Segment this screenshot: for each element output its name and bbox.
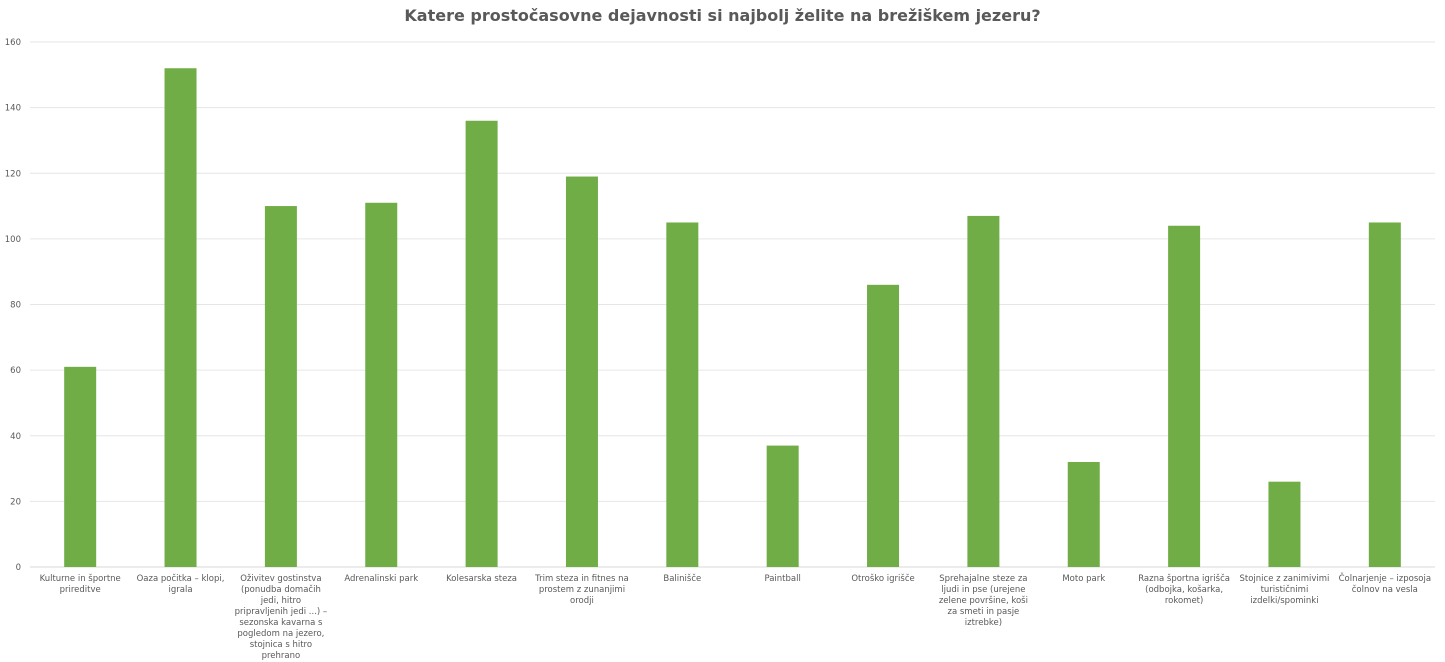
y-tick-label: 0: [16, 563, 21, 573]
x-tick-label: Balinišče: [663, 574, 702, 584]
x-tick-label: Trim steza in fitnes na prostem z zunanj…: [535, 574, 629, 606]
y-tick-label: 20: [10, 497, 21, 507]
y-tick-label: 120: [5, 169, 21, 179]
y-tick-label: 140: [5, 104, 21, 114]
y-tick-label: 60: [10, 366, 21, 376]
x-tick-label: Adrenalinski park: [344, 574, 419, 584]
x-tick-label: Čolnarjenje – izposoja čolnov na vesla: [1338, 574, 1432, 595]
x-tick-label: Oaza počitka – klopi, igrala: [136, 574, 225, 595]
bar: [967, 215, 1000, 567]
bar: [1268, 481, 1301, 567]
chart-title: Katere prostočasovne dejavnosti si najbo…: [404, 6, 1041, 25]
x-tick-label: Kulturne in športne prireditve: [39, 574, 121, 595]
y-tick-label: 160: [5, 38, 21, 48]
y-axis-ticks: 0 20 40 60 80 100 120 140 160: [5, 38, 21, 573]
x-tick-label: Paintball: [764, 574, 801, 584]
bar: [64, 366, 97, 567]
bar: [867, 284, 900, 567]
bar: [1067, 462, 1100, 567]
bar-chart: 0 20 40 60 80 100 120 140 160: [5, 38, 1435, 573]
x-tick-label: Oživitev gostinstva (ponudba domačih jed…: [234, 574, 328, 661]
x-tick-label: Stojnice z zanimivimi turističnimi izdel…: [1239, 574, 1330, 606]
bar: [766, 445, 799, 567]
bar: [264, 206, 297, 567]
bar: [1368, 222, 1401, 567]
x-tick-label: Moto park: [1062, 574, 1106, 584]
bar: [1168, 225, 1201, 567]
bar: [565, 176, 598, 567]
bar: [666, 222, 699, 567]
x-tick-label: Otroško igrišče: [851, 574, 915, 584]
x-tick-label: Sprehajalne steze za ljudi in pse (ureje…: [938, 574, 1028, 628]
y-tick-label: 40: [10, 432, 21, 442]
y-tick-label: 100: [5, 235, 21, 245]
x-tick-label: Kolesarska steza: [446, 574, 518, 584]
y-tick-label: 80: [10, 301, 21, 311]
bar: [164, 68, 197, 567]
x-tick-label: Razna športna igrišča (odbojka, košarka,…: [1138, 574, 1230, 606]
bar: [465, 120, 498, 567]
bars: [64, 68, 1401, 567]
gridlines: [30, 41, 1435, 568]
bar: [365, 202, 398, 567]
